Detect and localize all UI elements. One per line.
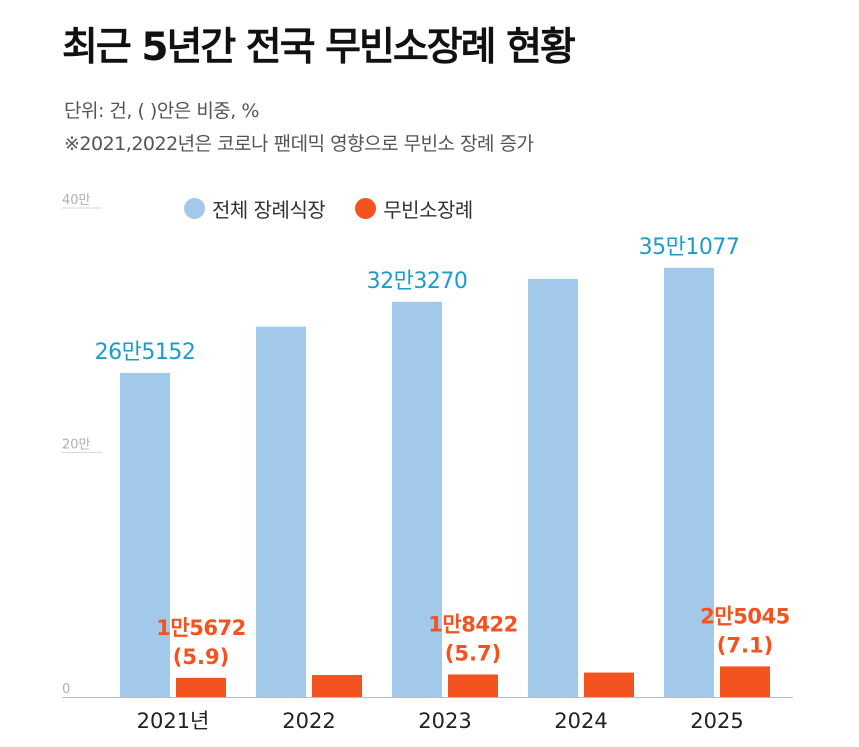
y-tick-label: 0 <box>62 682 70 697</box>
data-label-total: 26만5152 <box>95 340 196 365</box>
bar-total <box>664 267 714 697</box>
data-label-nobinso: 2만5045 <box>700 604 789 628</box>
legend-item-total: 전체 장례식장 <box>184 194 326 223</box>
bar-total <box>256 326 306 697</box>
chart-unit-note: 단위: 건, ( )안은 비중, % <box>64 100 259 122</box>
legend: 전체 장례식장 무빈소장례 <box>184 194 503 223</box>
x-tick-label: 2021년 <box>137 709 210 733</box>
share-label-nobinso: (7.1) <box>717 633 773 657</box>
chart-footnote: ※2021,2022년은 코로나 팬데믹 영향으로 무빈소 장례 증가 <box>64 133 534 155</box>
bar-nobinso <box>312 674 362 697</box>
data-label-total: 35만1077 <box>639 235 740 260</box>
bar-nobinso <box>584 672 634 697</box>
bar-total <box>528 278 578 697</box>
share-label-nobinso: (5.7) <box>445 641 501 665</box>
x-tick-label: 2022 <box>282 709 335 733</box>
legend-label-nobinso: 무빈소장례 <box>383 198 473 222</box>
chart-title: 최근 5년간 전국 무빈소장례 현황 <box>62 25 576 70</box>
bar-total <box>392 301 442 697</box>
x-tick-label: 2024 <box>554 709 607 733</box>
x-tick-label: 2023 <box>418 709 471 733</box>
legend-label-total: 전체 장례식장 <box>212 198 326 222</box>
legend-swatch-total <box>184 198 205 219</box>
legend-item-nobinso: 무빈소장례 <box>355 194 473 223</box>
x-tick-label: 2025 <box>690 709 743 733</box>
bar-nobinso <box>176 677 226 697</box>
data-label-total: 32만3270 <box>367 269 468 294</box>
data-label-nobinso: 1만5672 <box>156 616 245 640</box>
y-tick-label: 20만 <box>62 438 91 453</box>
data-label-nobinso: 1만8422 <box>428 612 517 636</box>
share-label-nobinso: (5.9) <box>173 645 229 669</box>
bar-nobinso <box>720 666 770 697</box>
bar-total <box>120 372 170 697</box>
legend-swatch-nobinso <box>355 198 377 219</box>
bar-nobinso <box>448 674 498 697</box>
y-tick-label: 40만 <box>62 193 91 208</box>
